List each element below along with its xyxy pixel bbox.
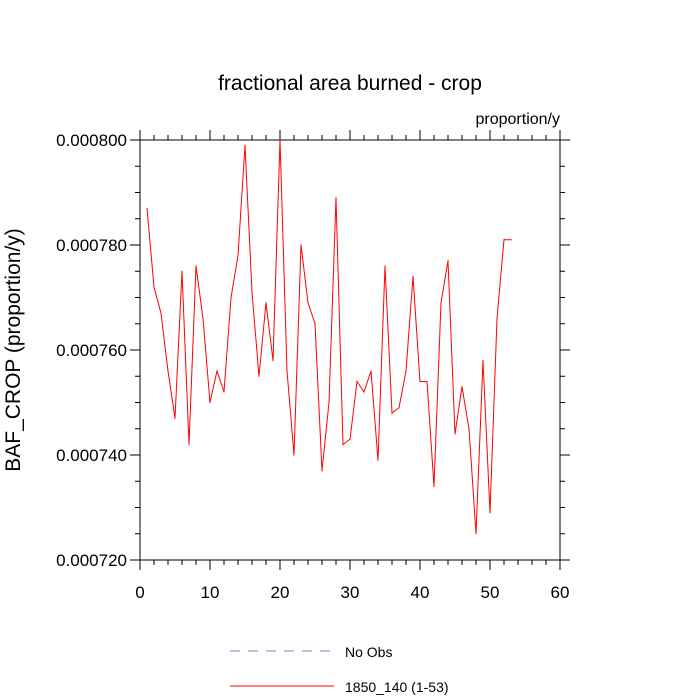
data-point: [202, 317, 204, 320]
data-point: [454, 433, 456, 435]
x-tick-label: 0: [135, 583, 144, 602]
data-point: [286, 370, 288, 372]
y-tick-label: 0.000740: [56, 446, 127, 465]
data-point: [377, 459, 379, 461]
data-point: [419, 380, 421, 383]
y-tick-label: 0.000760: [56, 341, 127, 360]
data-point: [153, 286, 155, 288]
x-tick-label: 10: [201, 583, 220, 602]
x-tick-label: 20: [271, 583, 290, 602]
data-point: [489, 512, 491, 514]
legend-label-1850-140: 1850_140 (1-53): [345, 679, 449, 695]
data-point: [181, 270, 183, 272]
x-tick-label: 40: [411, 583, 430, 602]
series-layer: [146, 139, 512, 535]
data-point: [426, 380, 428, 383]
data-point: [223, 391, 225, 393]
y-tick-label: 0.000780: [56, 236, 127, 255]
data-point: [447, 260, 449, 262]
legend-label-no-obs: No Obs: [345, 644, 392, 660]
data-point: [237, 254, 239, 257]
data-point: [195, 265, 197, 267]
y-axis-label: BAF_CROP (proportion/y): [2, 228, 25, 472]
data-point: [335, 197, 337, 199]
data-point: [510, 239, 512, 241]
data-point: [384, 265, 386, 267]
y-tick-label: 0.000800: [56, 131, 127, 150]
data-point: [440, 302, 442, 304]
data-point: [363, 391, 365, 393]
data-point: [188, 443, 190, 446]
plot-frame: [139, 139, 561, 561]
data-point: [398, 407, 400, 409]
data-point: [258, 375, 260, 377]
data-point: [279, 139, 281, 141]
data-point: [272, 359, 274, 362]
data-point: [321, 470, 323, 472]
series-line: [146, 139, 511, 534]
data-point: [412, 275, 414, 278]
data-point: [349, 438, 351, 440]
data-point: [405, 370, 407, 372]
data-point: [391, 412, 393, 414]
data-point: [468, 428, 470, 430]
legend: No Obs 1850_140 (1-53): [230, 644, 449, 695]
units-label: proportion/y: [476, 111, 561, 128]
data-point: [356, 380, 358, 383]
data-point: [209, 401, 211, 404]
x-tick-label: 30: [341, 583, 360, 602]
data-point: [314, 323, 316, 325]
data-point: [300, 244, 302, 246]
data-point: [146, 207, 148, 209]
data-point: [482, 359, 484, 362]
data-point: [496, 317, 498, 320]
data-point: [167, 370, 169, 372]
data-point: [503, 239, 505, 241]
data-point: [251, 291, 253, 293]
data-point: [475, 533, 477, 535]
data-point: [174, 417, 176, 419]
data-point: [433, 485, 435, 488]
data-point: [328, 401, 330, 404]
data-point: [307, 302, 309, 304]
data-point: [160, 312, 162, 314]
data-point: [265, 302, 267, 304]
y-tick-label: 0.000720: [56, 551, 127, 570]
data-point: [230, 296, 232, 299]
x-tick-label: 60: [551, 583, 570, 602]
chart-title: fractional area burned - crop: [218, 72, 482, 95]
data-point: [216, 370, 218, 372]
data-point: [370, 370, 372, 372]
x-tick-label: 50: [481, 583, 500, 602]
axis-ticks: 0 10 20 30 40 50 60 0.000720 0.000740 0.000760 0.0…: [56, 130, 570, 602]
data-point: [293, 454, 295, 456]
data-point: [342, 443, 344, 446]
data-point: [244, 144, 246, 146]
data-point: [461, 386, 463, 388]
